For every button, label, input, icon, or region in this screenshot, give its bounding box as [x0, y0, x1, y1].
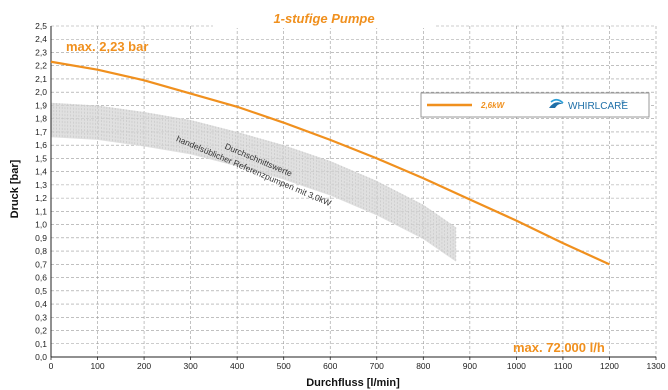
series-line — [50, 60, 610, 266]
y-tick-label: 2,1 — [35, 74, 47, 84]
x-tick-label: 1000 — [507, 361, 526, 371]
reference-band-area — [51, 102, 456, 262]
x-tick-label: 500 — [277, 361, 291, 371]
y-tick-label: 0,5 — [35, 286, 47, 296]
x-tick-label: 300 — [184, 361, 198, 371]
y-tick-label: 0,3 — [35, 312, 47, 322]
y-tick-label: 1,8 — [35, 114, 47, 124]
x-tick-label: 700 — [370, 361, 384, 371]
y-tick-label: 0,1 — [35, 339, 47, 349]
y-tick-label: 2,4 — [35, 34, 47, 44]
y-tick-label: 1,1 — [35, 206, 47, 216]
legend: 2,6kW WHIRLCARE ® — [420, 92, 650, 118]
x-tick-label: 0 — [49, 361, 54, 371]
title-background — [213, 8, 435, 28]
annotation-max-flow: max. 72.000 l/h — [513, 340, 605, 355]
y-tick-label: 0,9 — [35, 233, 47, 243]
whirlcare-logo: WHIRLCARE ® — [549, 98, 628, 112]
axes — [50, 26, 656, 358]
y-tick-label: 2,5 — [35, 21, 47, 31]
x-tick-label: 1100 — [554, 361, 573, 371]
legend-brand: WHIRLCARE — [568, 101, 628, 112]
y-tick-label: 1,3 — [35, 180, 47, 190]
x-tick-label: 200 — [137, 361, 151, 371]
y-tick-label: 2,0 — [35, 87, 47, 97]
x-tick-label: 400 — [230, 361, 244, 371]
y-tick-label: 2,3 — [35, 47, 47, 57]
y-tick-label: 0,6 — [35, 273, 47, 283]
x-tick-label: 800 — [416, 361, 430, 371]
y-tick-label: 1,7 — [35, 127, 47, 137]
svg-text:®: ® — [621, 99, 625, 106]
chart-title: 1-stufige Pumpe — [273, 11, 374, 26]
y-tick-label: 1,0 — [35, 220, 47, 230]
y-tick-label: 0,8 — [35, 246, 47, 256]
y-axis-label: Druck [bar] — [9, 159, 21, 218]
y-tick-label: 1,5 — [35, 153, 47, 163]
y-tick-label: 0,7 — [35, 259, 47, 269]
reference-band — [50, 102, 457, 262]
y-tick-label: 1,4 — [35, 167, 47, 177]
x-tick-label: 100 — [90, 361, 104, 371]
y-tick-label: 0,4 — [35, 299, 47, 309]
x-tick-label: 1300 — [647, 361, 666, 371]
x-tick-label: 1200 — [600, 361, 619, 371]
y-tick-label: 2,2 — [35, 61, 47, 71]
x-tick-label: 900 — [463, 361, 477, 371]
tick-labels: 0 100 200 300 400 500 600 700 800 900 1000 1100 1200… — [35, 21, 666, 371]
x-tick-label: 600 — [323, 361, 337, 371]
series — [50, 60, 610, 266]
annotation-max-pressure: max. 2,23 bar — [66, 39, 148, 54]
y-tick-label: 0,2 — [35, 326, 47, 336]
x-axis-label: Durchfluss [l/min] — [306, 377, 400, 389]
legend-series-label: 2,6kW — [480, 101, 506, 110]
y-tick-label: 1,2 — [35, 193, 47, 203]
grid — [50, 25, 657, 358]
y-tick-label: 0,0 — [35, 352, 47, 362]
y-tick-label: 1,9 — [35, 100, 47, 110]
y-tick-label: 1,6 — [35, 140, 47, 150]
